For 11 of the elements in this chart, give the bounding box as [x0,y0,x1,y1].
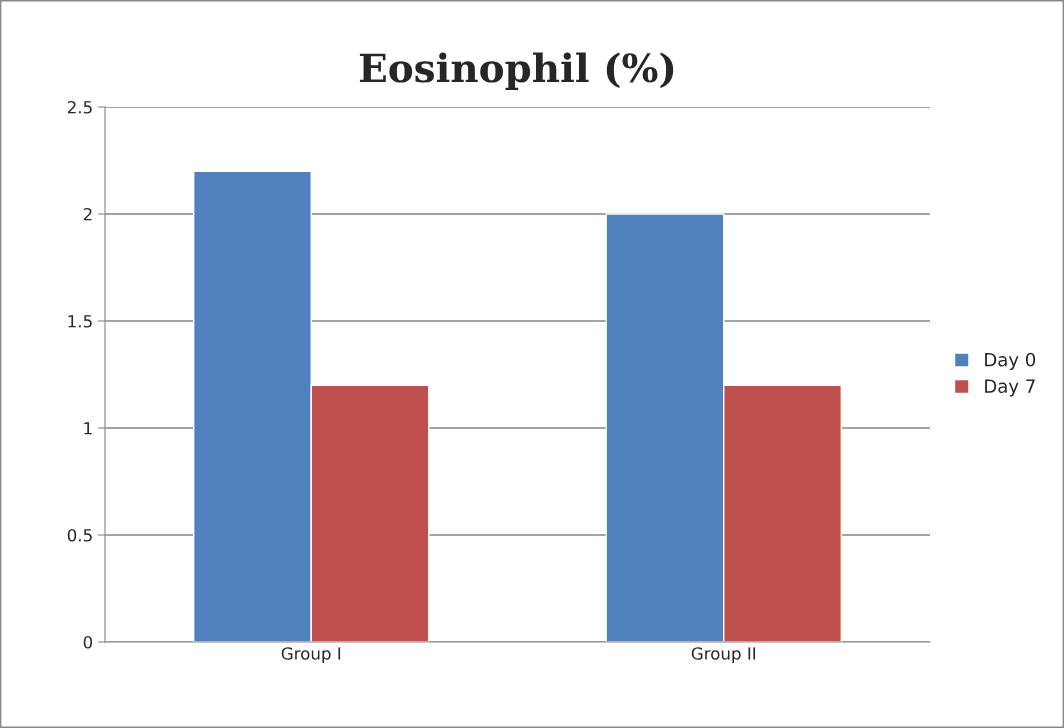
y-tick-label: 0.5 [67,528,92,542]
x-tick-label: Group II [691,647,756,663]
y-tick-label: 1 [84,422,92,435]
y-tick-label: 0 [83,635,93,649]
y-tick-label: 2.5 [67,100,92,114]
chart-title: Eosinophil (%) [359,52,674,91]
y-tick-label: 1.5 [68,315,92,328]
legend-label: Day 7 [985,379,1035,397]
x-tick-label: Group I [281,647,341,663]
y-tick-label: 2 [83,207,92,221]
legend-label: Day 0 [985,352,1036,370]
